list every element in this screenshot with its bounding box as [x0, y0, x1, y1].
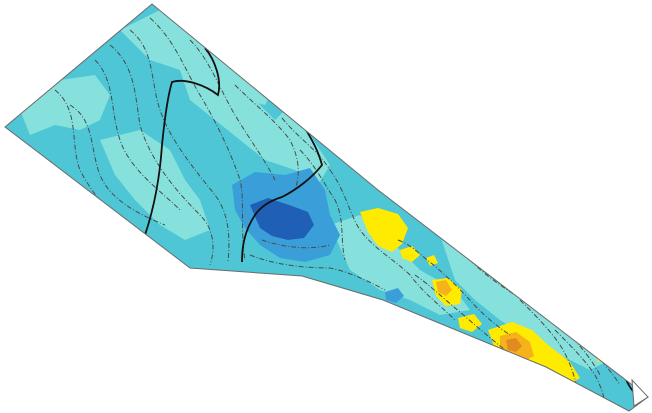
contour-line: [519, 299, 579, 393]
field-tip-gap: [631, 378, 649, 407]
contour-line: [281, 117, 331, 171]
zone-yellow: [426, 255, 438, 266]
zone-yellow: [360, 208, 408, 252]
contour-line: [189, 39, 276, 181]
contour-line: [129, 29, 230, 263]
field-boundary: [4, 3, 649, 412]
contour-line: [69, 104, 166, 226]
contour-line: [94, 59, 181, 211]
contour-line: [299, 149, 346, 261]
zone-light-cyan: [20, 75, 110, 135]
minor-contours: [54, 17, 621, 407]
major-contour-line: [144, 47, 220, 236]
zone-dark-orange: [506, 338, 522, 352]
contour-line: [109, 44, 214, 266]
major-contour-line: [241, 127, 323, 263]
contour-line: [261, 239, 331, 249]
zone-dark-blue: [250, 198, 314, 240]
zone-light-cyan: [100, 130, 210, 240]
contour-line: [329, 169, 456, 321]
zone-orange: [436, 280, 452, 296]
contour-line: [554, 329, 607, 407]
contour-line: [149, 17, 246, 261]
zone-yellow: [400, 246, 420, 262]
zone-yellow: [458, 314, 482, 332]
contour-line: [249, 254, 386, 291]
contour-line: [234, 84, 299, 191]
contour-line: [414, 274, 556, 379]
zone-blue: [385, 288, 404, 303]
contour-line: [397, 239, 511, 336]
